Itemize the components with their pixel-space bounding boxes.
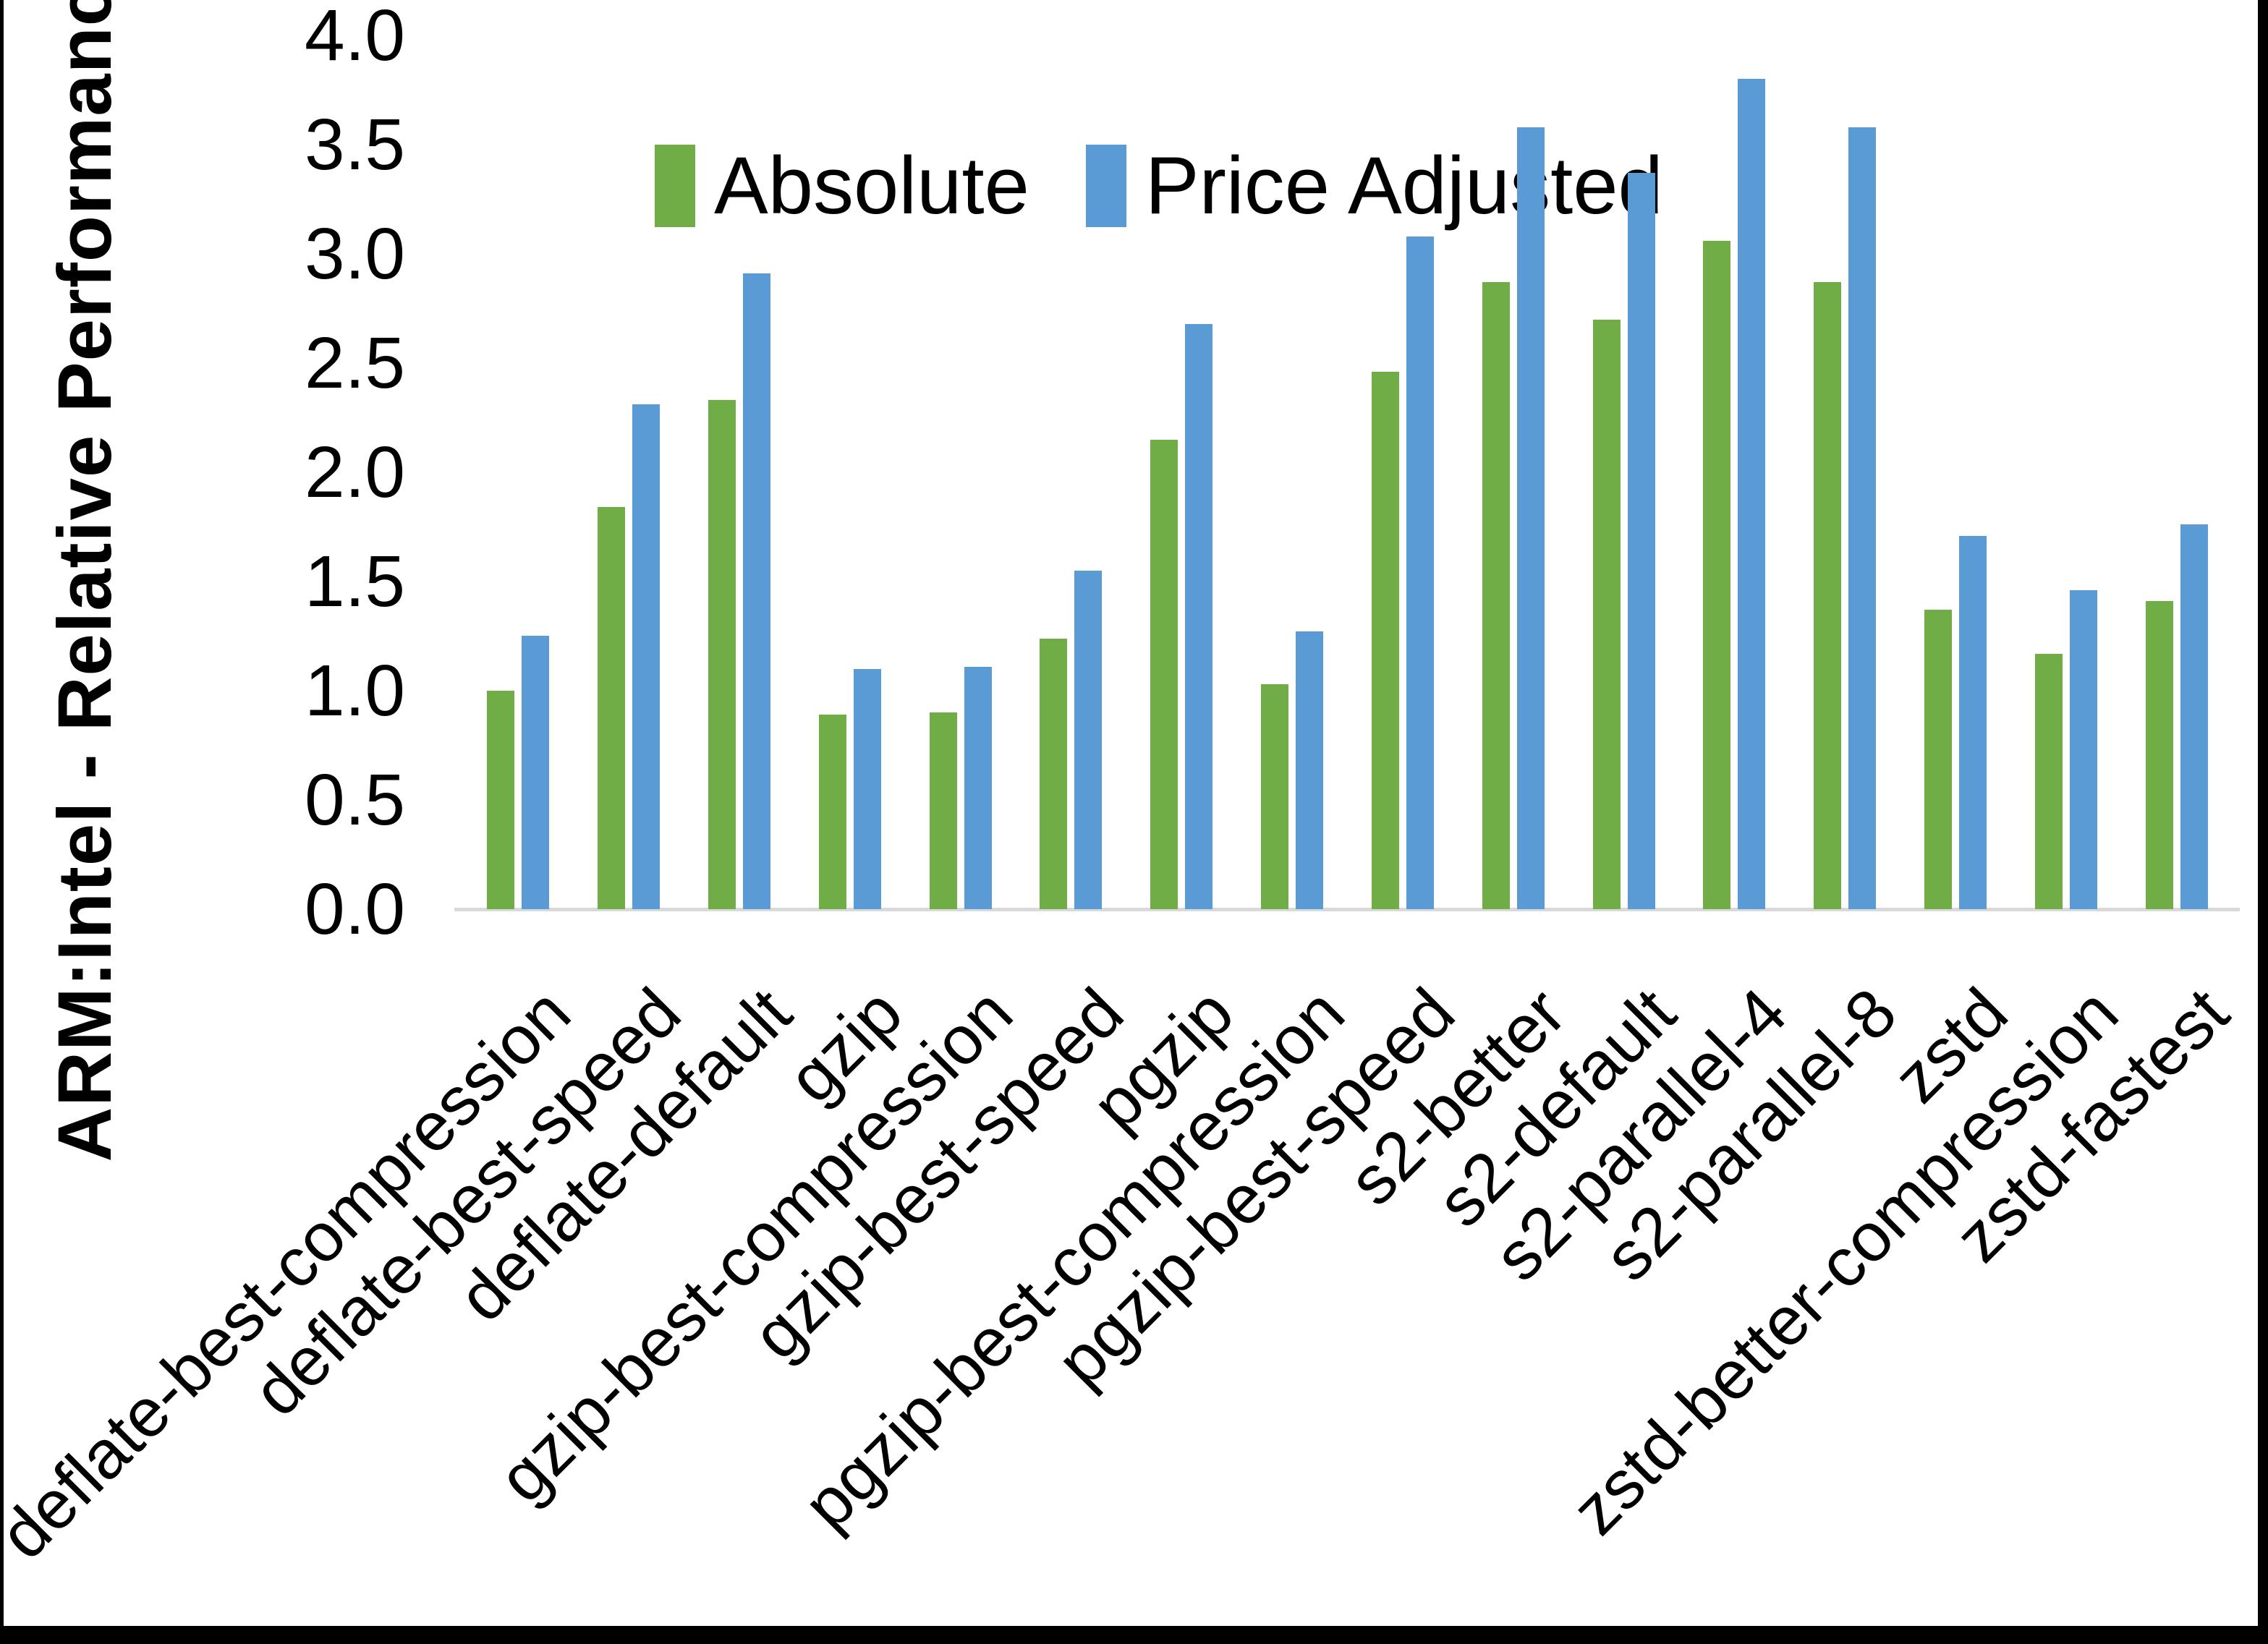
bar-price-adjusted-pgzip-best-speed xyxy=(1406,237,1434,909)
bar-price-adjusted-gzip xyxy=(854,669,881,909)
bar-price-adjusted-zstd-better-compression xyxy=(2070,590,2097,909)
bar-price-adjusted-s2-parallel-8 xyxy=(1848,127,1876,909)
bar-absolute-s2-parallel-8 xyxy=(1814,282,1841,909)
y-tick-label-2.0: 2.0 xyxy=(304,432,405,513)
legend-label-absolute: Absolute xyxy=(714,140,1029,231)
bar-price-adjusted-s2-parallel-4 xyxy=(1738,79,1765,909)
y-tick-label-3.5: 3.5 xyxy=(304,104,405,185)
bar-price-adjusted-deflate-default xyxy=(743,273,770,909)
y-tick-label-3.0: 3.0 xyxy=(304,213,405,294)
bar-absolute-deflate-best-compression xyxy=(487,691,514,909)
bar-price-adjusted-s2-default xyxy=(1628,173,1655,909)
y-tick-label-1.0: 1.0 xyxy=(304,650,405,731)
bar-price-adjusted-pgzip xyxy=(1185,324,1212,909)
bar-absolute-s2-better xyxy=(1482,282,1510,909)
legend-label-price-adjusted: Price Adjusted xyxy=(1144,140,1663,231)
bar-price-adjusted-pgzip-best-compression xyxy=(1296,631,1323,909)
legend-item-price-adjusted: Price Adjusted xyxy=(1085,139,1663,232)
y-tick-label-4.0: 4.0 xyxy=(304,0,405,76)
bar-absolute-s2-default xyxy=(1593,320,1621,909)
legend-swatch-price-adjusted xyxy=(1085,144,1126,227)
bar-absolute-gzip-best-speed xyxy=(1040,639,1067,909)
frame-border-right xyxy=(2258,0,2268,1644)
bar-absolute-gzip xyxy=(819,715,846,909)
bar-absolute-pgzip-best-compression xyxy=(1261,684,1288,909)
bar-price-adjusted-zstd xyxy=(1959,536,1987,909)
bar-price-adjusted-deflate-best-compression xyxy=(522,636,549,909)
y-tick-label-2.5: 2.5 xyxy=(304,323,405,404)
bar-absolute-deflate-default xyxy=(708,400,736,909)
legend-item-absolute: Absolute xyxy=(655,139,1029,232)
y-axis-title: ARM:Intel - Relative Performance xyxy=(43,0,127,1162)
bar-absolute-zstd-fastest xyxy=(2146,601,2173,909)
bar-price-adjusted-gzip-best-speed xyxy=(1074,571,1102,909)
bar-absolute-s2-parallel-4 xyxy=(1703,241,1730,909)
bar-absolute-zstd xyxy=(1924,610,1952,909)
frame-border-left xyxy=(0,0,4,1644)
bar-price-adjusted-deflate-best-speed xyxy=(632,404,660,909)
bar-absolute-zstd-better-compression xyxy=(2035,654,2063,909)
frame-border-bottom xyxy=(0,1626,2268,1644)
bar-price-adjusted-gzip-best-compression xyxy=(964,667,992,909)
bar-absolute-pgzip xyxy=(1150,440,1178,909)
legend-swatch-absolute xyxy=(655,144,695,227)
y-tick-label-0.5: 0.5 xyxy=(304,759,405,840)
bar-price-adjusted-s2-better xyxy=(1517,127,1545,909)
y-tick-label-1.5: 1.5 xyxy=(304,541,405,622)
bar-price-adjusted-zstd-fastest xyxy=(2180,524,2208,909)
bar-absolute-pgzip-best-speed xyxy=(1372,372,1399,909)
y-tick-label-0.0: 0.0 xyxy=(304,869,405,950)
legend: Absolute Price Adjusted xyxy=(655,139,1663,232)
bar-absolute-deflate-best-speed xyxy=(598,507,625,909)
bar-absolute-gzip-best-compression xyxy=(930,712,957,909)
x-axis-line xyxy=(454,908,2240,911)
